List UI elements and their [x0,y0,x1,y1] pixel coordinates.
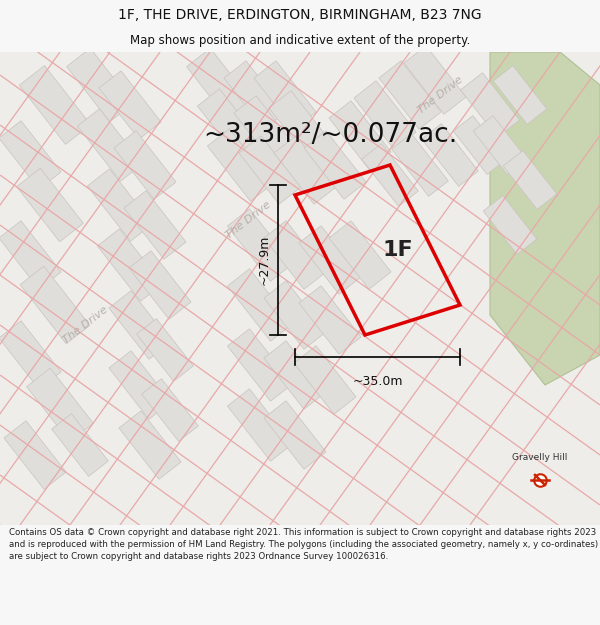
Text: ~313m²/~0.077ac.: ~313m²/~0.077ac. [203,122,457,148]
Polygon shape [227,329,293,401]
Polygon shape [264,281,326,349]
Polygon shape [483,196,537,254]
Polygon shape [354,81,416,149]
Polygon shape [493,66,547,124]
Text: Gravelly Hill: Gravelly Hill [512,452,568,461]
Polygon shape [503,151,557,209]
Polygon shape [19,66,91,144]
Text: ~27.9m: ~27.9m [257,235,271,285]
Text: Contains OS data © Crown copyright and database right 2021. This information is : Contains OS data © Crown copyright and d… [9,528,598,561]
Polygon shape [142,379,199,441]
Polygon shape [208,129,272,201]
Polygon shape [227,389,293,461]
Text: The Drive: The Drive [61,304,109,346]
Polygon shape [52,414,109,476]
Polygon shape [269,91,331,159]
Polygon shape [224,61,286,129]
Polygon shape [299,286,361,354]
Polygon shape [473,116,527,174]
Polygon shape [422,124,478,186]
Polygon shape [124,191,186,259]
Polygon shape [109,291,171,359]
Polygon shape [299,226,361,294]
Polygon shape [17,168,83,242]
Text: 1F, THE DRIVE, ERDINGTON, BIRMINGHAM, B23 7NG: 1F, THE DRIVE, ERDINGTON, BIRMINGHAM, B2… [118,8,482,21]
Polygon shape [329,101,391,169]
Polygon shape [4,421,66,489]
Polygon shape [362,144,418,206]
Polygon shape [187,48,253,122]
Polygon shape [97,229,163,301]
Polygon shape [26,368,94,442]
Text: The Drive: The Drive [224,199,272,241]
Polygon shape [77,109,143,181]
Polygon shape [227,209,293,281]
Text: Map shows position and indicative extent of the property.: Map shows position and indicative extent… [130,34,470,47]
Polygon shape [490,52,600,385]
Polygon shape [137,319,193,381]
Polygon shape [239,136,301,204]
Polygon shape [329,221,391,289]
Text: 1F: 1F [382,240,413,260]
Polygon shape [234,96,296,164]
Polygon shape [264,341,326,409]
Polygon shape [274,136,336,204]
Polygon shape [88,169,152,241]
Polygon shape [197,89,263,161]
Polygon shape [0,321,61,389]
Polygon shape [294,346,356,414]
Polygon shape [0,221,61,289]
Polygon shape [379,61,441,129]
Polygon shape [227,269,293,341]
Polygon shape [453,116,507,174]
Polygon shape [109,351,171,419]
Polygon shape [129,251,191,319]
Polygon shape [99,71,161,139]
Polygon shape [264,401,326,469]
Polygon shape [264,221,326,289]
Text: The Drive: The Drive [416,74,464,116]
Polygon shape [254,61,316,129]
Polygon shape [304,131,366,199]
Polygon shape [460,72,520,138]
Polygon shape [0,121,61,189]
Polygon shape [67,48,133,122]
Text: ~35.0m: ~35.0m [352,375,403,388]
Polygon shape [119,411,181,479]
Polygon shape [20,266,90,344]
Polygon shape [114,131,176,199]
Polygon shape [404,46,466,114]
Polygon shape [392,134,448,196]
